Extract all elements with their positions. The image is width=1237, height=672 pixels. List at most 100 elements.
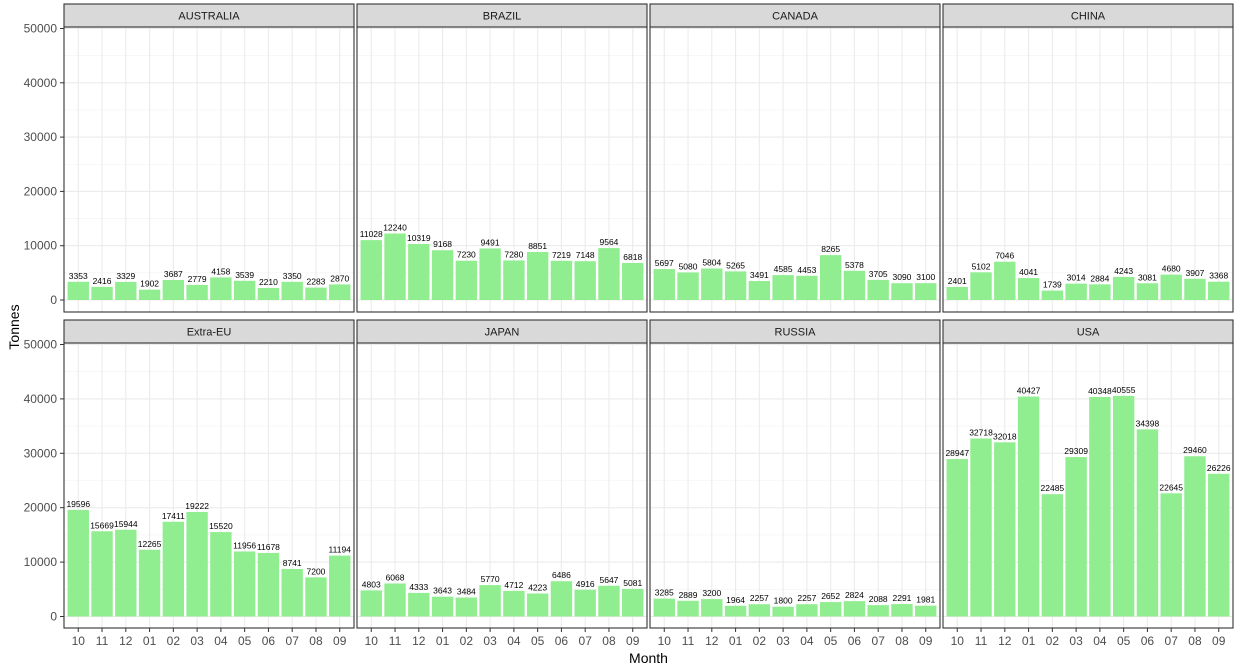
data-label: 6068 [386, 572, 405, 582]
bar [1065, 457, 1087, 617]
bar [384, 583, 406, 617]
data-label: 5804 [702, 257, 721, 267]
data-label: 2884 [1090, 273, 1109, 283]
bar [701, 599, 723, 617]
data-label: 26226 [1207, 463, 1231, 473]
bar [1208, 473, 1230, 617]
bar [479, 248, 501, 300]
bar [748, 604, 771, 617]
bar [479, 585, 501, 617]
bar [819, 602, 842, 617]
data-label: 9168 [433, 239, 452, 249]
x-tick-label: 10 [658, 634, 672, 648]
x-tick-label: 06 [262, 634, 276, 648]
bar [329, 555, 351, 617]
bar [1041, 494, 1064, 617]
bar [455, 260, 478, 300]
bar [550, 260, 573, 300]
data-label: 3705 [869, 269, 888, 279]
data-label: 6486 [552, 570, 571, 580]
bar [210, 277, 232, 300]
bar [431, 596, 454, 617]
facet-title: USA [1077, 327, 1100, 339]
y-axis-title: Tonnes [6, 304, 22, 349]
bar [574, 261, 596, 300]
x-tick-label: 06 [848, 634, 862, 648]
panel-background [650, 27, 940, 312]
x-tick-label: 01 [729, 634, 743, 648]
x-tick-label: 02 [167, 634, 181, 648]
x-tick-label: 08 [1188, 634, 1202, 648]
bar [526, 593, 549, 617]
bar [550, 581, 573, 617]
bar [915, 283, 937, 300]
x-tick-label: 07 [872, 634, 886, 648]
data-label: 2283 [307, 277, 326, 287]
data-label: 2401 [948, 276, 967, 286]
data-label: 4333 [409, 582, 428, 592]
x-tick-label: 11 [975, 634, 988, 648]
data-label: 11028 [360, 229, 383, 239]
data-label: 4680 [1162, 264, 1181, 274]
data-label: 3329 [116, 271, 135, 281]
x-tick-label: 09 [919, 634, 933, 648]
data-label: 5102 [972, 261, 991, 271]
bar [281, 568, 303, 617]
bar [162, 279, 185, 300]
data-label: 8265 [821, 244, 840, 254]
x-tick-label: 08 [602, 634, 616, 648]
x-tick-label: 07 [579, 634, 593, 648]
bar [796, 604, 818, 617]
bar [891, 604, 913, 617]
x-tick-label: 04 [214, 634, 228, 648]
bar [384, 233, 406, 300]
x-tick-label: 10 [365, 634, 379, 648]
bar [257, 287, 280, 300]
bar [162, 521, 185, 617]
facet-strip [356, 319, 648, 344]
x-tick-label: 06 [1141, 634, 1155, 648]
data-label: 1902 [140, 279, 159, 289]
data-label: 2416 [93, 276, 112, 286]
x-axis-title: Month [629, 650, 668, 666]
bar [305, 287, 327, 300]
data-label: 1981 [916, 595, 935, 605]
x-tick-label: 11 [389, 634, 402, 648]
bar [1208, 281, 1230, 300]
facet-strip [649, 319, 941, 344]
y-tick-label: 10000 [24, 239, 58, 253]
bar [138, 289, 161, 300]
panel-russia: 3285 2889 3200 1964 2257 1800 2257 2652 2824 2088… [649, 319, 941, 648]
data-label: 2257 [797, 593, 816, 603]
bar [701, 268, 723, 300]
data-label: 7219 [552, 250, 571, 260]
data-label: 4585 [774, 264, 793, 274]
data-label: 2870 [330, 273, 349, 283]
facet-title: RUSSIA [775, 327, 817, 339]
data-label: 1964 [726, 595, 745, 605]
data-label: 4916 [576, 579, 595, 589]
bar [233, 551, 256, 617]
x-tick-label: 06 [555, 634, 569, 648]
bar [622, 588, 644, 617]
bar [233, 280, 256, 300]
y-tick-label: 20000 [24, 184, 58, 198]
data-label: 7230 [457, 250, 476, 260]
data-label: 3100 [916, 272, 935, 282]
bar [1136, 429, 1159, 617]
facet-title: AUSTRALIA [178, 11, 240, 23]
bar [915, 605, 937, 617]
y-tick-label: 0 [50, 293, 57, 307]
bar [843, 601, 866, 617]
x-tick-label: 02 [460, 634, 474, 648]
x-tick-label: 01 [143, 634, 157, 648]
data-label: 2257 [750, 593, 769, 603]
data-label: 40427 [1017, 386, 1041, 396]
bar [138, 549, 161, 617]
facet-strip [942, 319, 1234, 344]
data-label: 40348 [1088, 386, 1112, 396]
bar [1160, 493, 1182, 617]
bar [91, 531, 113, 617]
data-label: 3090 [893, 272, 912, 282]
